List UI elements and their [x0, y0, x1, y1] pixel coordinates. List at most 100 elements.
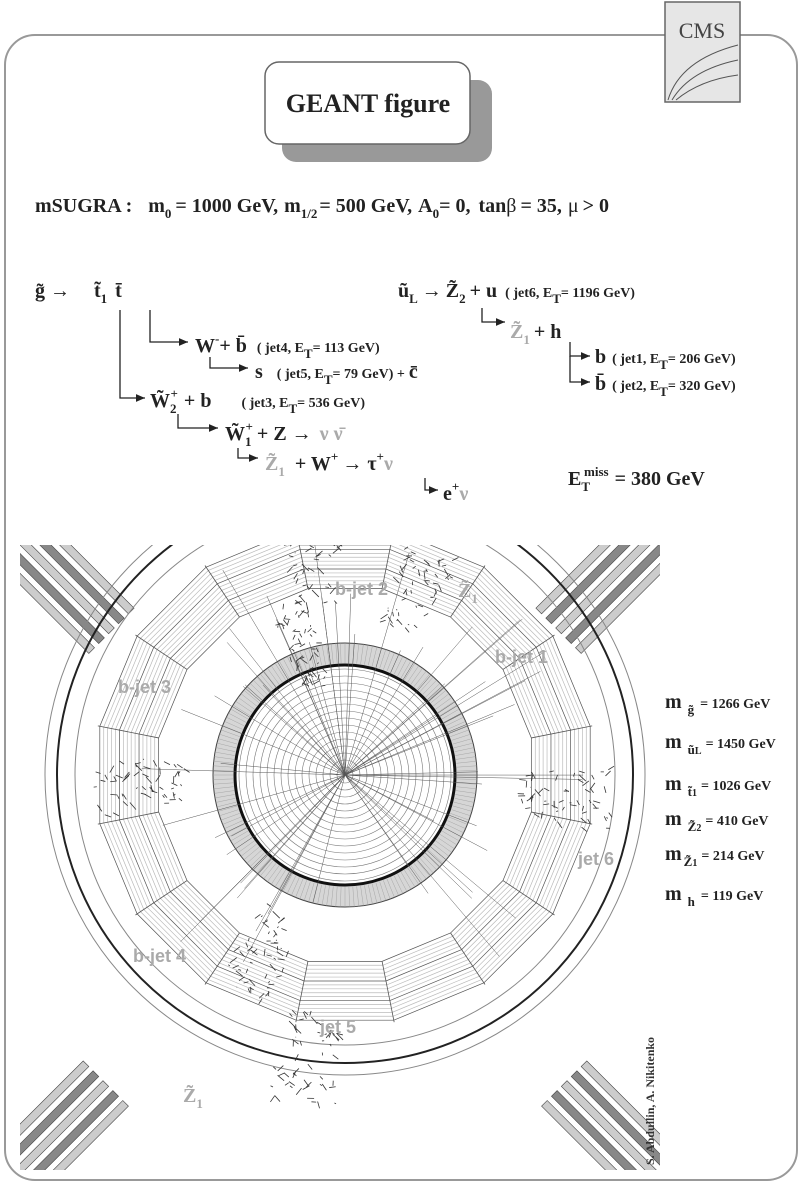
- shower: [164, 762, 170, 765]
- shower: [278, 959, 284, 960]
- decay-line: b̄( jet2, ET= 320 GeV): [595, 372, 736, 399]
- logo-text: CMS: [679, 18, 725, 43]
- shower: [283, 968, 284, 969]
- shower: [333, 1055, 339, 1059]
- mass: mZ̃2= 410 GeV: [665, 808, 769, 834]
- credit: S. Abdullin, A. Nikitenko: [643, 1037, 657, 1165]
- shower: [335, 526, 342, 532]
- neutralino-label: Z̃1: [458, 579, 478, 606]
- shower: [286, 951, 288, 957]
- shower: [289, 556, 293, 557]
- shower: [295, 611, 297, 614]
- shower: [339, 531, 345, 534]
- shower: [405, 628, 409, 633]
- shower: [570, 805, 577, 806]
- shower: [334, 1103, 336, 1104]
- shower: [273, 911, 280, 918]
- shower: [285, 619, 291, 620]
- shower: [297, 665, 298, 671]
- decay-chain: g̃ →t̃1t̄ ũL→Z̃2+ u( jet6, ET= 1196 GeV)…: [35, 279, 736, 505]
- shower: [300, 633, 302, 637]
- shower: [390, 624, 394, 628]
- shower: [184, 769, 190, 773]
- shower: [442, 565, 446, 566]
- neutralino-label: Z̃1: [183, 1084, 203, 1111]
- shower: [308, 1064, 312, 1069]
- shower: [401, 539, 407, 542]
- shower: [267, 955, 272, 956]
- shower: [281, 928, 286, 930]
- shower: [282, 527, 286, 528]
- shower: [238, 969, 241, 970]
- shower: [279, 1073, 285, 1076]
- shower: [292, 649, 295, 651]
- shower: [171, 783, 177, 786]
- shower: [160, 787, 164, 789]
- shower: [308, 568, 314, 572]
- shower: [255, 914, 261, 918]
- jet-label: b-jet 3: [118, 677, 171, 697]
- shower: [305, 629, 306, 633]
- shower: [307, 518, 309, 522]
- shower: [285, 1083, 289, 1086]
- shower: [281, 948, 282, 949]
- shower: [329, 1087, 336, 1088]
- shower: [267, 904, 271, 907]
- decay-line: W̃2++ b( jet3, ET= 536 GeV): [150, 386, 365, 416]
- arrow: [570, 342, 590, 356]
- shower: [331, 519, 333, 520]
- shower: [519, 779, 525, 780]
- shower: [604, 816, 606, 821]
- shower: [381, 614, 388, 619]
- arrow: [178, 414, 218, 428]
- shower: [299, 530, 302, 531]
- calorimeter-spoke: [98, 812, 159, 824]
- shower: [328, 584, 331, 588]
- shower: [233, 965, 239, 968]
- jet-label: b-jet 2: [335, 579, 388, 599]
- title: GEANT figure: [286, 89, 450, 118]
- shower: [287, 532, 290, 538]
- shower: [274, 958, 276, 960]
- shower: [590, 783, 595, 790]
- detector-module: [536, 481, 669, 614]
- shower: [277, 952, 283, 956]
- shower: [308, 612, 309, 618]
- shower: [296, 1088, 301, 1095]
- shower: [554, 818, 556, 821]
- shower: [314, 559, 319, 560]
- shower: [414, 625, 417, 628]
- shower: [322, 1084, 326, 1090]
- shower: [287, 620, 288, 624]
- shower: [303, 585, 307, 586]
- shower: [284, 1073, 289, 1077]
- shower: [289, 1021, 295, 1027]
- calorimeter-spoke: [531, 726, 592, 738]
- shower: [310, 546, 314, 548]
- shower: [318, 1101, 320, 1108]
- model-line: mSUGRA :m0= 1000 GeV,m1/2= 500 GeV,A0= 0…: [35, 195, 609, 221]
- shower: [331, 524, 333, 527]
- shower: [270, 1095, 275, 1101]
- shower: [314, 527, 316, 529]
- arrow: [482, 308, 505, 322]
- shower: [276, 976, 281, 978]
- shower: [275, 1096, 280, 1102]
- missing-et: ETmiss= 380 GeV: [568, 464, 705, 494]
- shower: [283, 620, 287, 626]
- arrow: [425, 478, 438, 490]
- decay-line: W̃1++ Z →ν ν̄: [225, 419, 347, 449]
- decay-line: Z̃1+ W+→ τ+ν: [265, 449, 393, 479]
- decay-line: Z̃1+ h: [510, 320, 561, 347]
- shower: [608, 766, 614, 770]
- shower: [605, 771, 610, 776]
- shower: [281, 918, 285, 921]
- shower: [289, 1082, 295, 1086]
- shower: [134, 772, 140, 776]
- shower: [114, 776, 116, 780]
- decay-line: b( jet1, ET= 206 GeV): [595, 346, 736, 372]
- jet-label: jet 6: [577, 849, 614, 869]
- shower: [298, 530, 304, 536]
- figure: CMS GEANT figure mSUGRA :m0= 1000 GeV,m1…: [0, 0, 805, 1185]
- shower: [230, 958, 237, 963]
